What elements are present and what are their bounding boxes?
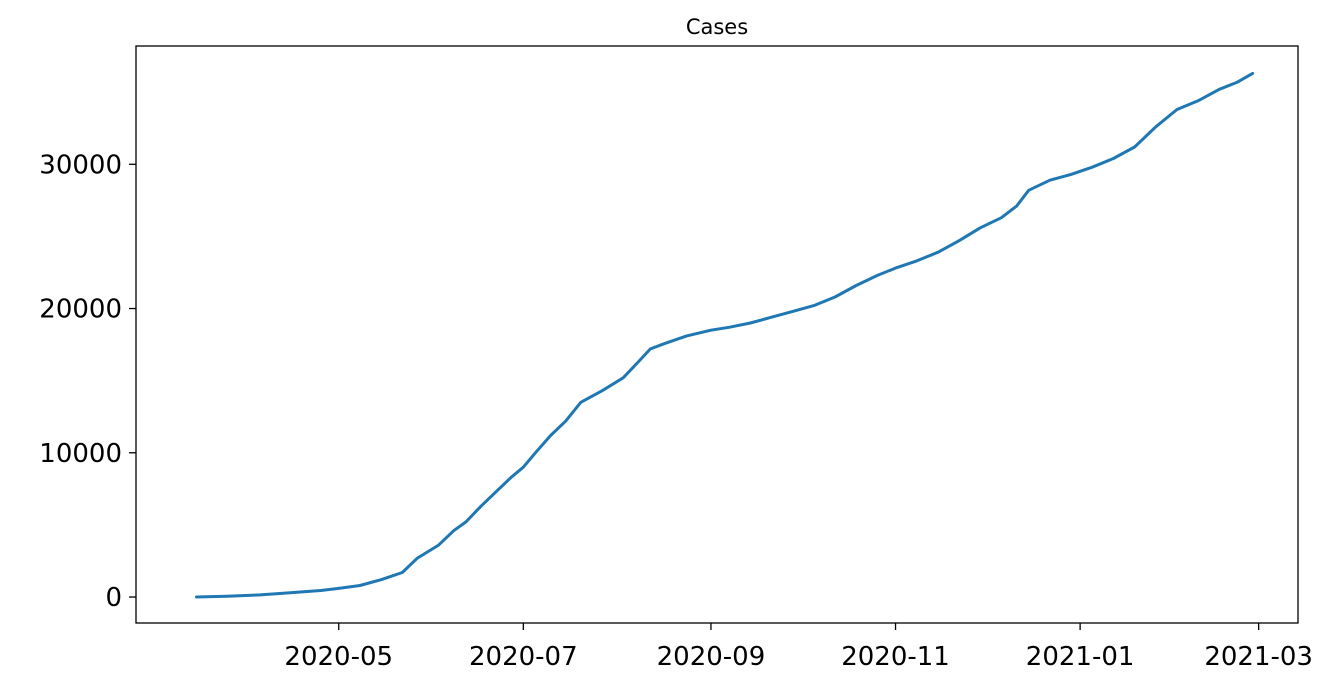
y-tick-label: 30000 bbox=[39, 150, 122, 180]
y-tick-label: 0 bbox=[105, 583, 122, 613]
x-tick-label: 2020-09 bbox=[657, 642, 766, 672]
x-axis: 2020-05 2020-07 2020-09 2020-11 2021-01 2021-… bbox=[284, 623, 1313, 672]
series-line-cases bbox=[195, 71, 1255, 599]
y-tick-label: 10000 bbox=[39, 439, 122, 469]
x-tick-label: 2021-03 bbox=[1204, 642, 1313, 672]
plot-frame bbox=[135, 45, 1299, 624]
x-tick-label: 2020-05 bbox=[284, 642, 393, 672]
y-tick-label: 20000 bbox=[39, 295, 122, 325]
x-tick-label: 2020-11 bbox=[841, 642, 950, 672]
x-tick-label: 2020-07 bbox=[469, 642, 578, 672]
x-tick-label: 2021-01 bbox=[1026, 642, 1135, 672]
y-axis: 0 10000 20000 30000 bbox=[39, 150, 136, 613]
chart-title: Cases bbox=[686, 15, 748, 39]
